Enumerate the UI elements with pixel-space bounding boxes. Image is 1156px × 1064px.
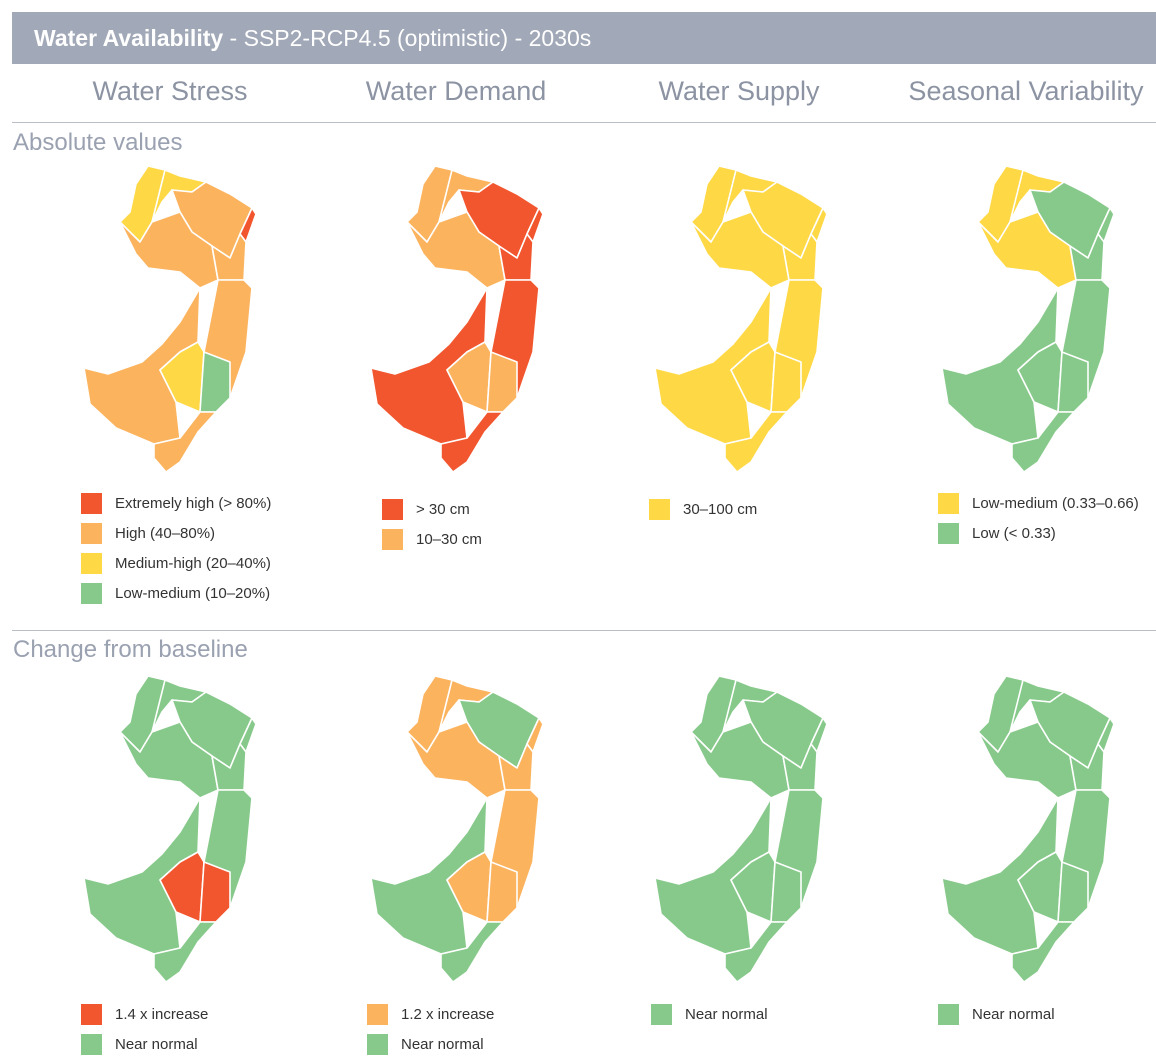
legend-swatch: [382, 529, 403, 550]
nj-map-svg: [370, 165, 544, 473]
column-title-water-supply: Water Supply: [658, 76, 820, 106]
map-water-stress-absolute: [80, 162, 257, 474]
map-region-cape: [153, 411, 217, 473]
legend-label: 1.2 x increase: [401, 1006, 495, 1023]
legend-label: 30–100 cm: [683, 501, 758, 518]
nj-map-svg: [654, 675, 828, 983]
legend-label: Near normal: [685, 1006, 768, 1023]
map-water-demand-absolute: [367, 162, 544, 474]
legend-swatch: [81, 523, 102, 544]
map-region-cape: [440, 921, 504, 983]
map-region-cape: [153, 921, 217, 983]
page-header: Water Availability - SSP2-RCP4.5 (optimi…: [12, 12, 1156, 64]
legend-label: Near normal: [972, 1006, 1055, 1023]
legend-swatch: [81, 1034, 102, 1055]
map-region-cape: [1011, 411, 1075, 473]
legend-label: Low-medium (10–20%): [115, 585, 271, 602]
legend-label: 10–30 cm: [416, 531, 482, 548]
legend-swatch: [81, 553, 102, 574]
section-label-absolute: Absolute values: [13, 129, 183, 156]
map-region-south-east: [1057, 861, 1089, 923]
legend-swatch: [81, 583, 102, 604]
nj-map-svg: [941, 675, 1115, 983]
map-region-south-east: [199, 861, 231, 923]
legend-swatch: [938, 1004, 959, 1025]
legend-swatch: [81, 493, 102, 514]
legend-label: Medium-high (20–40%): [115, 555, 271, 572]
legend-swatch: [367, 1004, 388, 1025]
map-seasonal-variability-absolute: [938, 162, 1115, 474]
legend-label: Low-medium (0.33–0.66): [972, 495, 1139, 512]
nj-map-svg: [83, 675, 257, 983]
map-water-supply-change: [651, 672, 828, 984]
map-region-south-east: [770, 861, 802, 923]
legend-swatch: [649, 499, 670, 520]
nj-map-svg: [370, 675, 544, 983]
column-title-water-demand: Water Demand: [365, 76, 547, 106]
map-region-cape: [1011, 921, 1075, 983]
legend-label: 1.4 x increase: [115, 1006, 209, 1023]
column-title-seasonal-variability: Seasonal Variability: [908, 76, 1144, 106]
map-water-demand-change: [367, 672, 544, 984]
divider-middle: [12, 630, 1156, 631]
legend-label: > 30 cm: [416, 501, 470, 518]
legend-label: Near normal: [401, 1036, 484, 1053]
section-label-change: Change from baseline: [13, 636, 248, 663]
map-region-cape: [440, 411, 504, 473]
map-seasonal-variability-change: [938, 672, 1115, 984]
legend-swatch: [938, 523, 959, 544]
map-region-south-east: [199, 351, 231, 413]
legend-swatch: [938, 493, 959, 514]
legend-label: Near normal: [115, 1036, 198, 1053]
map-region-south-east: [486, 351, 518, 413]
map-region-south-east: [1057, 351, 1089, 413]
map-region-south-east: [486, 861, 518, 923]
legend-swatch: [382, 499, 403, 520]
legend-label: High (40–80%): [115, 525, 216, 542]
legend-swatch: [651, 1004, 672, 1025]
nj-map-svg: [654, 165, 828, 473]
column-title-water-stress: Water Stress: [92, 76, 248, 106]
nj-map-svg: [941, 165, 1115, 473]
map-region-south-east: [770, 351, 802, 413]
legend-swatch: [367, 1034, 388, 1055]
page-title: Water Availability - SSP2-RCP4.5 (optimi…: [34, 25, 592, 51]
map-water-supply-absolute: [651, 162, 828, 474]
map-water-stress-change: [80, 672, 257, 984]
divider-top: [12, 122, 1156, 123]
legend-label: Extremely high (> 80%): [115, 495, 272, 512]
legend-swatch: [81, 1004, 102, 1025]
nj-map-svg: [83, 165, 257, 473]
map-region-cape: [724, 411, 788, 473]
legend-label: Low (< 0.33): [972, 525, 1056, 542]
map-region-cape: [724, 921, 788, 983]
